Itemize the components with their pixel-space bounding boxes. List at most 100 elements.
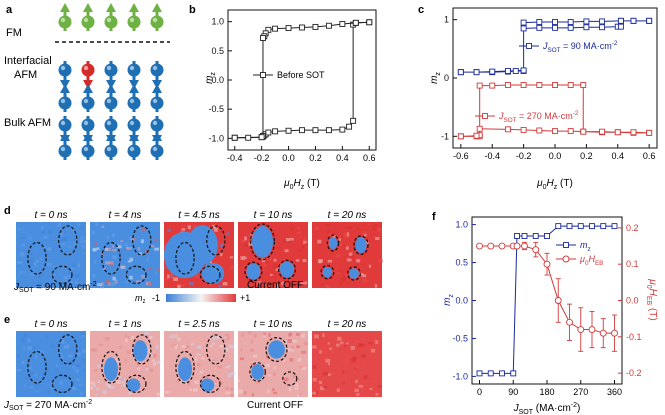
map-time-label: t = 4 ns (108, 210, 141, 221)
map-texture (323, 371, 328, 376)
data-point (312, 23, 319, 30)
data-point (552, 19, 558, 25)
spin-highlight (106, 65, 112, 71)
map-time-label: t = 0 ns (34, 319, 67, 330)
y-tick-label: -0.5 (208, 104, 224, 114)
spin-sphere (104, 118, 118, 132)
map-texture (35, 383, 40, 387)
map-texture (213, 227, 218, 232)
map-texture (71, 386, 77, 391)
map-texture (164, 266, 167, 269)
spin-sphere (127, 63, 141, 77)
map-texture (114, 279, 118, 284)
map-texture (318, 380, 323, 385)
map-texture (229, 265, 235, 270)
map-texture (192, 224, 197, 228)
x-tick-label: 0 (477, 387, 482, 397)
map-texture (171, 343, 177, 347)
map-texture (39, 381, 42, 385)
y-axis-label: mz (204, 72, 217, 84)
map-texture (318, 392, 321, 396)
y-tick-label: 1.0 (455, 220, 468, 230)
map-texture (47, 263, 52, 267)
map-texture (335, 254, 340, 258)
map-background (238, 331, 308, 397)
map-texture (189, 360, 192, 363)
map-texture (338, 243, 343, 247)
map-texture (361, 274, 366, 278)
map-texture (43, 236, 48, 239)
map-cell (16, 222, 86, 289)
domain-blob (104, 357, 118, 382)
d-jsot-label: JSOT = 90 MA·cm-2 (13, 281, 97, 294)
map-texture (343, 233, 347, 237)
panel-d-letter: d (4, 205, 11, 217)
map-texture (284, 340, 288, 345)
spin-arrow-head (83, 3, 93, 12)
map-texture (185, 344, 190, 349)
map-texture (60, 232, 63, 236)
y-axis-label: mz (442, 294, 455, 306)
eb-point (513, 242, 521, 250)
spin-highlight (152, 65, 158, 71)
spin-highlight (60, 65, 66, 71)
data-point (536, 24, 543, 31)
map-texture (155, 270, 158, 274)
data-point (580, 82, 587, 88)
map-texture (109, 386, 115, 389)
map-texture (195, 274, 199, 278)
domain-outline (265, 337, 288, 362)
map-time-label: t = 10 ns (254, 210, 293, 221)
spin-sphere (150, 15, 164, 29)
map-texture (68, 271, 71, 275)
map-texture (297, 249, 301, 253)
data-point (260, 35, 266, 41)
map-texture (348, 252, 353, 256)
map-texture (196, 345, 202, 349)
map-texture (219, 344, 223, 348)
data-point (489, 82, 496, 89)
map-texture (362, 279, 368, 282)
map-texture (41, 226, 44, 230)
map-texture (68, 281, 74, 284)
map-texture (356, 258, 361, 263)
map-texture (292, 374, 298, 379)
data-point (567, 19, 574, 25)
spin-arrow-head (129, 3, 139, 12)
map-texture (378, 259, 384, 263)
map-texture (35, 355, 38, 358)
y-tick-label: -0.5 (452, 333, 468, 343)
map-cell (90, 222, 160, 289)
spin-highlight (83, 146, 89, 152)
data-point (614, 129, 621, 136)
map-texture (21, 360, 25, 364)
map-texture (98, 343, 104, 346)
map-texture (287, 348, 291, 352)
map-texture (209, 344, 213, 347)
map-texture (20, 338, 25, 342)
map-texture (41, 230, 45, 234)
map-texture (356, 226, 361, 231)
domain-outline (101, 350, 121, 384)
map-texture (363, 231, 366, 235)
domain-blob (178, 357, 192, 382)
map-texture (29, 385, 34, 389)
map-texture (152, 354, 157, 358)
map-texture (214, 336, 219, 340)
domain-outline (282, 371, 298, 386)
map-texture (325, 224, 331, 227)
spin-sphere (150, 63, 164, 77)
map-texture (148, 335, 153, 339)
data-point (552, 128, 558, 135)
map-texture (106, 383, 109, 387)
y-tick-label: 0.5 (211, 46, 224, 56)
data-point (520, 67, 527, 74)
map-texture (94, 242, 98, 246)
map-texture (145, 367, 149, 371)
map-texture (331, 271, 335, 275)
map-texture (120, 239, 124, 243)
data-point (520, 82, 527, 88)
map-texture (226, 336, 230, 340)
map-texture (339, 281, 343, 286)
panel-e-letter: e (4, 314, 10, 326)
